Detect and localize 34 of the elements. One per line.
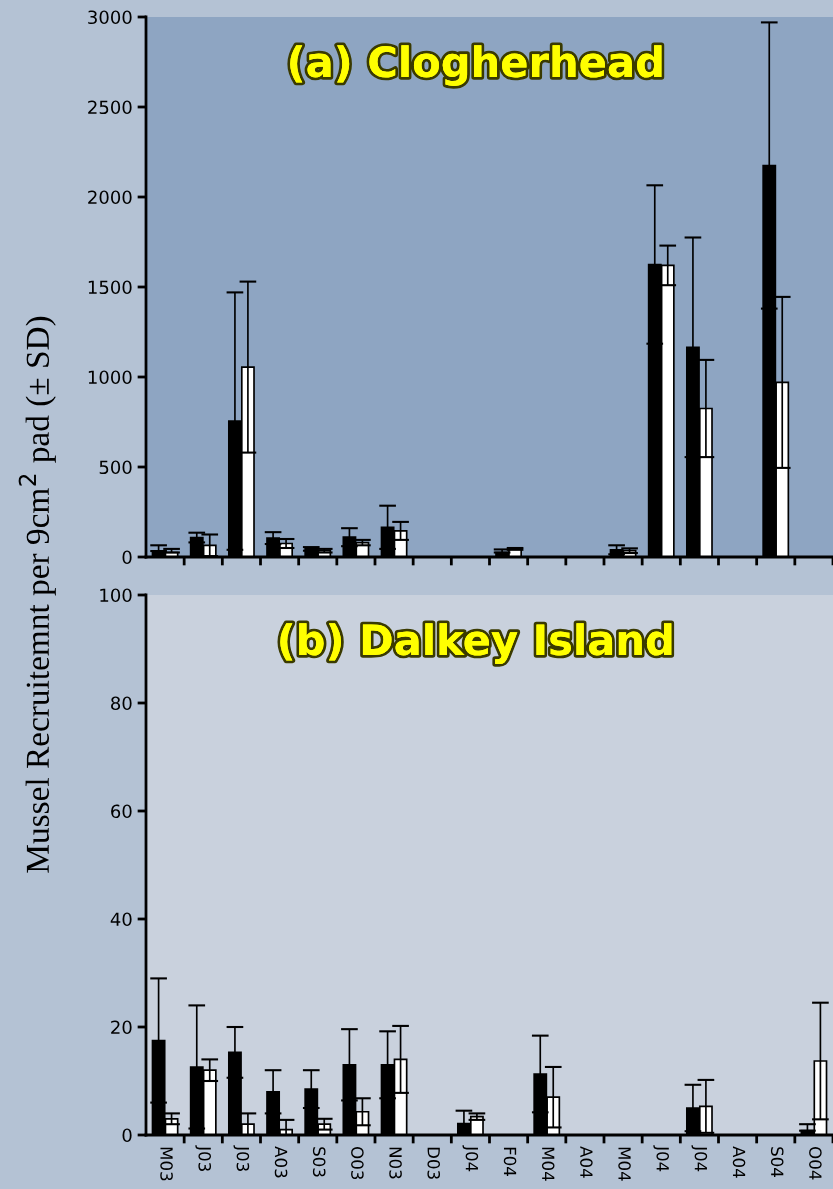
x-tick-label: J04 [691, 1145, 708, 1172]
x-tick-label: O03 [351, 1147, 364, 1180]
y-tick-label: 3000 [88, 10, 132, 25]
x-tick-label: J03 [233, 1145, 250, 1171]
y-tick-label: 40 [110, 912, 132, 927]
x-tick-label: A04 [580, 1146, 593, 1178]
x-tick-label: F04 [503, 1147, 517, 1176]
x-tick-label: M03 [160, 1147, 173, 1181]
x-tick-label: J03 [195, 1145, 212, 1171]
y-tick-label: 2500 [88, 100, 132, 115]
y-tick-label: 20 [111, 1020, 132, 1035]
y-axis-title: Mussel Recruitemnt per 9cm$^{2}$ pad (± SD) [18, 316, 56, 873]
x-tick-label: A04 [732, 1146, 746, 1178]
y-tick-label: 100 [100, 588, 132, 603]
y-tick-label: 1000 [88, 370, 132, 385]
y-tick-label: 60 [111, 804, 132, 819]
x-tick-label: J04 [653, 1145, 670, 1172]
y-tick-label: 0 [122, 1128, 132, 1143]
text: (b) Dalkey Island [280, 623, 672, 664]
x-tick-label: M04 [618, 1147, 631, 1181]
y-tick-label: 80 [111, 696, 132, 711]
y-tick-label: 2000 [88, 190, 132, 205]
y-tick-label: 1500 [88, 280, 132, 295]
y-tick-label: 0 [122, 550, 132, 565]
x-tick-label: J04 [462, 1145, 479, 1172]
x-tick-label: A03 [274, 1146, 288, 1178]
x-tick-label: D03 [427, 1147, 441, 1179]
x-tick-label: S04 [770, 1147, 784, 1177]
x-tick-label: M04 [541, 1147, 555, 1181]
x-tick-label: S03 [312, 1147, 326, 1177]
x-tick-label: O04 [809, 1147, 822, 1180]
text: (a) Clogherhead [290, 45, 662, 86]
x-tick-label: N03 [389, 1147, 402, 1179]
y-tick-label: 500 [99, 460, 132, 475]
